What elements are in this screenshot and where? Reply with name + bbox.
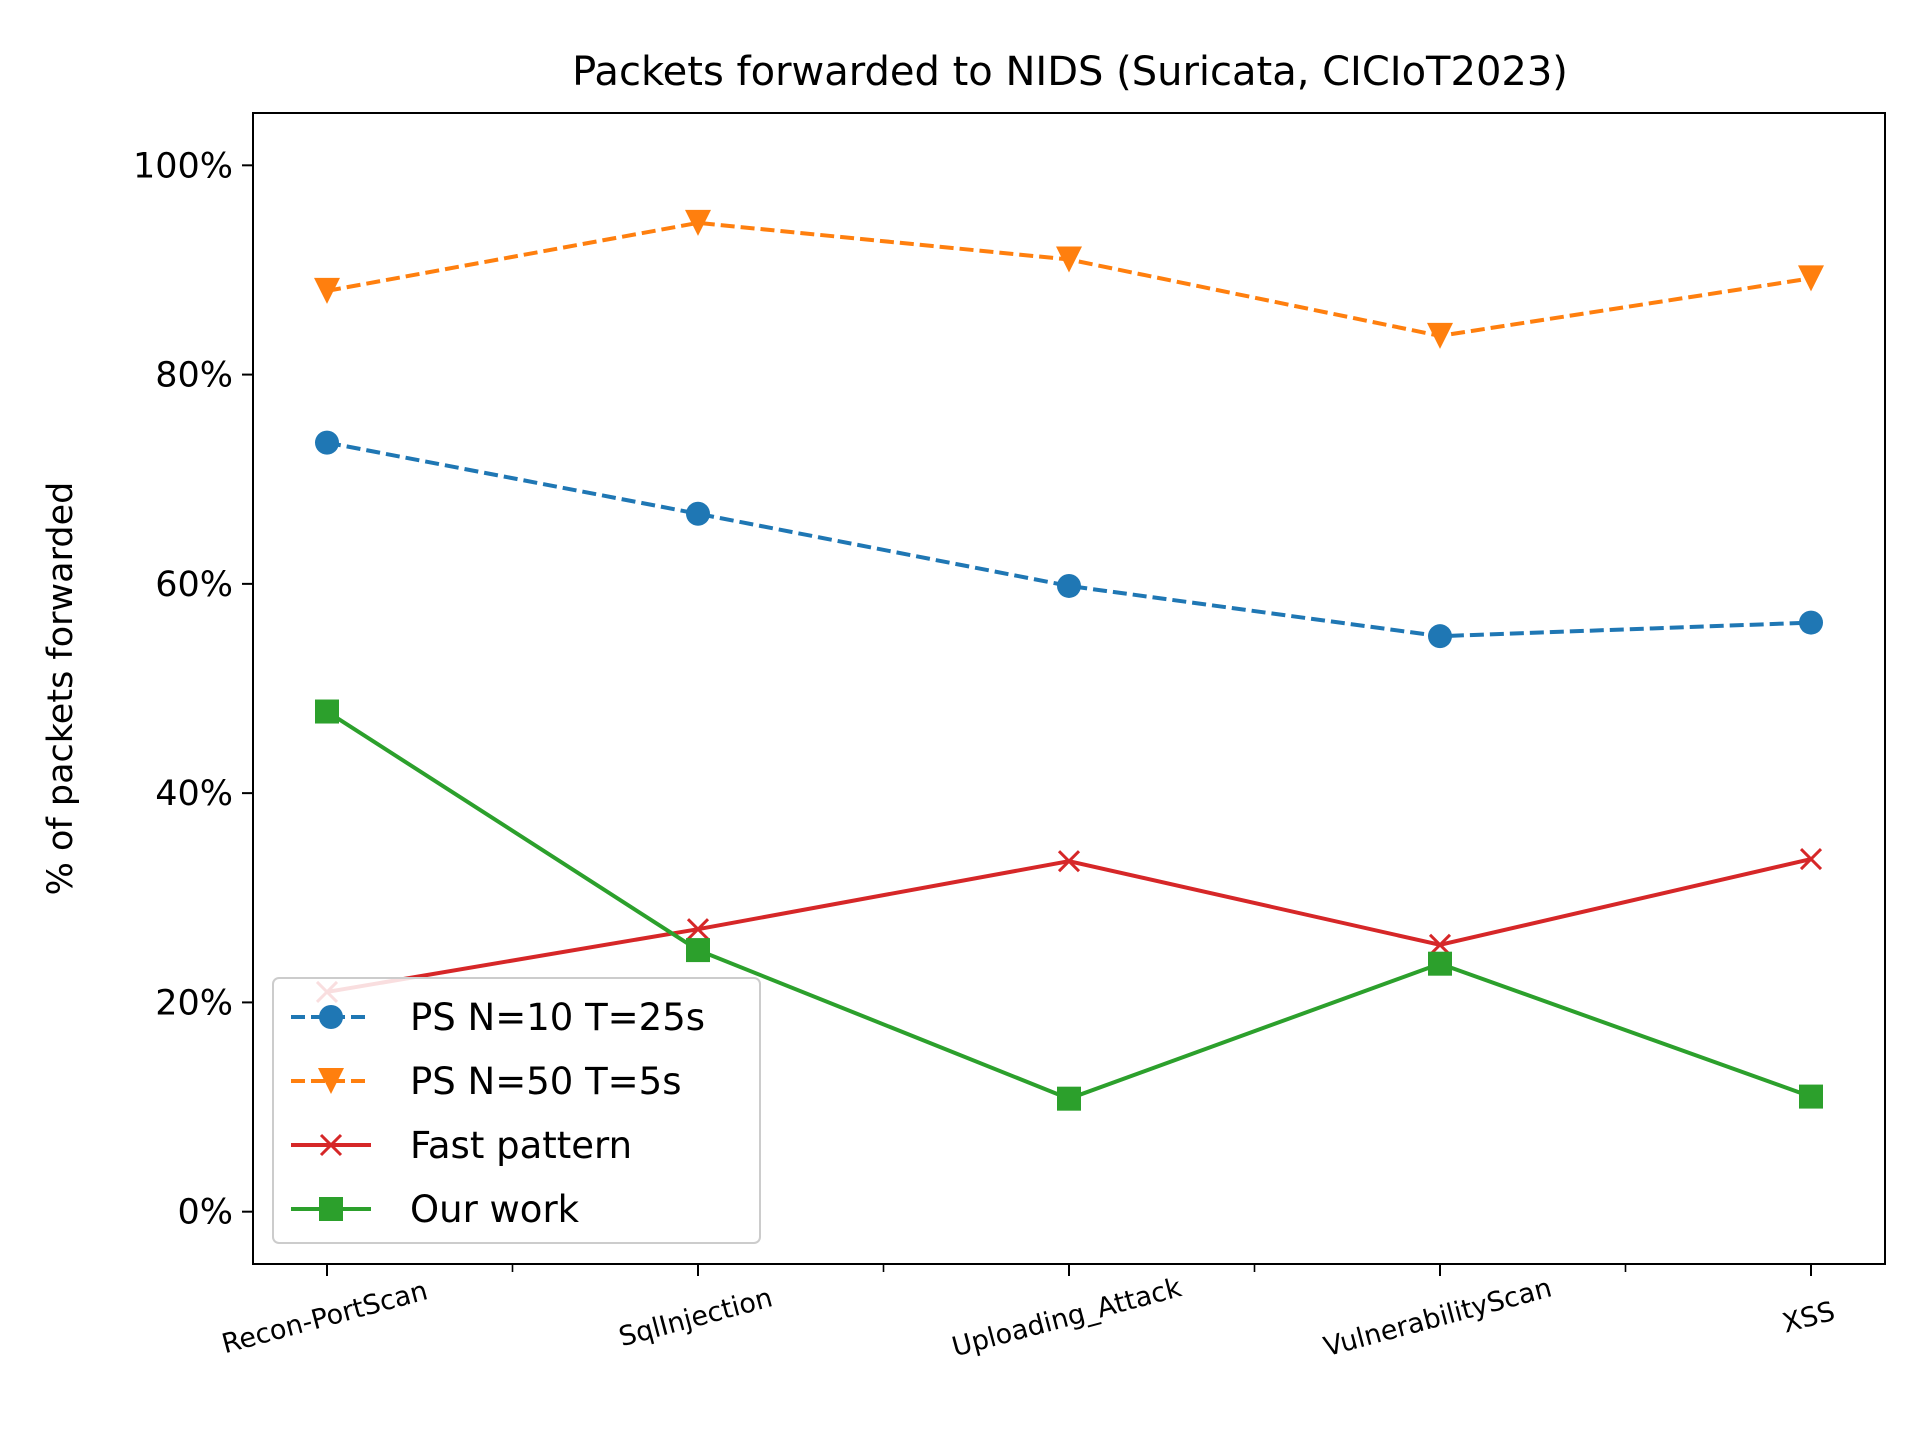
y-axis-label: % of packets forwarded xyxy=(41,482,81,896)
data-point xyxy=(686,918,710,941)
y-tick-label: 60% xyxy=(155,565,233,605)
data-point xyxy=(1427,322,1453,349)
data-point xyxy=(314,277,340,304)
data-point xyxy=(686,501,710,526)
chart-title: Packets forwarded to NIDS (Suricata, CIC… xyxy=(572,49,1568,95)
data-point xyxy=(315,430,339,455)
data-point xyxy=(1799,610,1823,635)
data-point xyxy=(1428,933,1452,956)
legend-label: Our work xyxy=(410,1188,580,1231)
data-point xyxy=(315,699,339,724)
legend-label: Fast pattern xyxy=(410,1124,632,1167)
legend-label: PS N=50 T=5s xyxy=(410,1060,682,1103)
data-point xyxy=(1057,1086,1081,1111)
plot-frame xyxy=(252,112,1886,1265)
y-tick-label: 80% xyxy=(155,356,233,396)
data-point xyxy=(318,1068,344,1094)
data-point xyxy=(685,209,711,236)
data-point xyxy=(319,1197,343,1221)
data-point xyxy=(1057,850,1081,873)
data-point xyxy=(319,1005,343,1029)
legend-box xyxy=(272,977,761,1244)
data-point xyxy=(1057,573,1081,598)
data-point xyxy=(1798,265,1824,292)
series-line xyxy=(326,440,1812,639)
data-point xyxy=(319,1133,343,1157)
data-point xyxy=(1428,624,1452,649)
y-tick-label: 100% xyxy=(133,146,233,186)
data-point xyxy=(1799,847,1823,871)
y-tick-label: 20% xyxy=(155,983,233,1023)
data-point xyxy=(1428,951,1452,976)
y-tick-label: 40% xyxy=(155,774,233,814)
data-point xyxy=(686,938,710,963)
legend: PS N=10 T=25s PS N=50 T=5s Fast pattern Our… xyxy=(272,977,761,1244)
legend-label: PS N=10 T=25s xyxy=(410,996,705,1039)
data-point xyxy=(1056,246,1082,273)
y-tick-label: 0% xyxy=(177,1193,233,1233)
data-point xyxy=(1799,1084,1823,1109)
